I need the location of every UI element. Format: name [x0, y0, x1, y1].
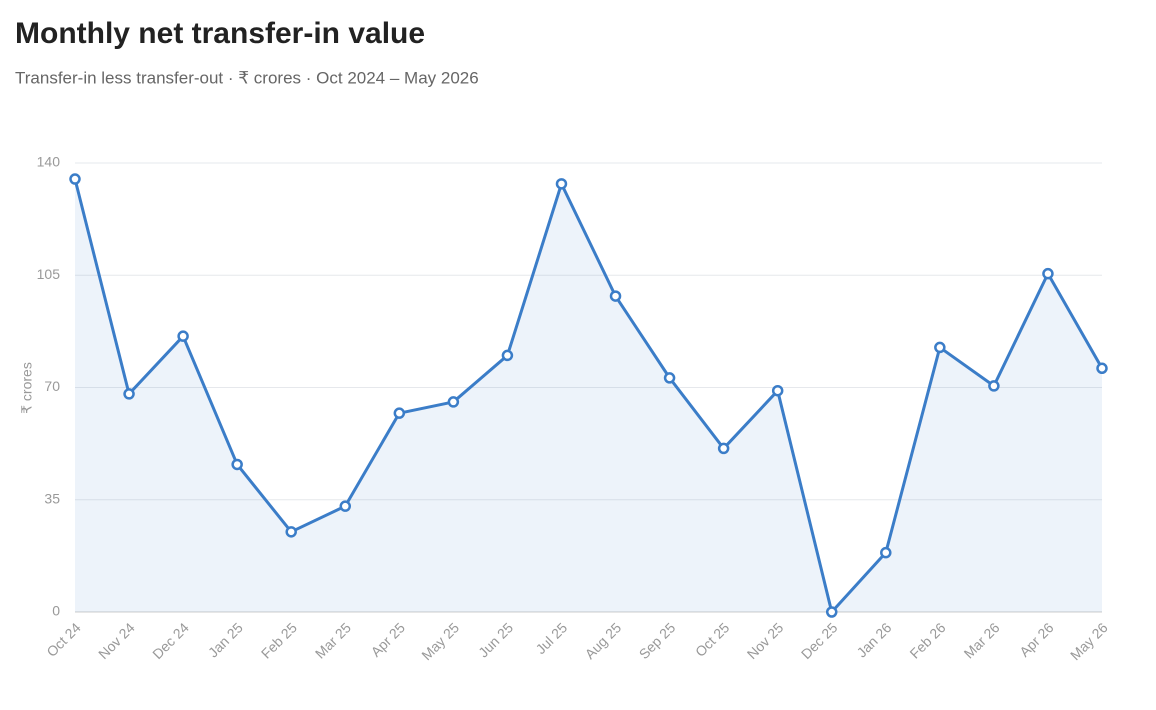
x-tick-label: May 26 — [1067, 619, 1111, 663]
point — [393, 407, 406, 419]
point — [988, 380, 1000, 392]
x-tick-label: Sep 25 — [636, 619, 679, 662]
line — [73, 178, 1104, 614]
point — [231, 458, 243, 471]
point — [1042, 267, 1054, 280]
y-tick-label: 35 — [44, 490, 60, 506]
y-tick-label: 0 — [52, 603, 60, 619]
point — [447, 396, 460, 408]
chart-title: Monthly net transfer-in value — [15, 17, 425, 50]
x-tick-label: Nov 25 — [744, 619, 787, 662]
x-tick-label: Mar 26 — [961, 619, 1003, 661]
point — [339, 500, 352, 512]
x-tick-label: Jul 25 — [532, 619, 570, 657]
point — [717, 442, 730, 455]
x-tick-label: Mar 25 — [312, 619, 354, 661]
x-tick-label: Apr 25 — [368, 619, 409, 660]
point — [555, 178, 568, 190]
x-tick-label: Dec 25 — [798, 619, 841, 662]
point — [123, 388, 135, 400]
point — [1096, 362, 1108, 375]
x-tick-label: Apr 26 — [1016, 619, 1057, 660]
x-tick-label: Jun 25 — [475, 619, 516, 660]
point — [934, 341, 946, 354]
x-tick-label: Feb 25 — [258, 619, 300, 661]
area — [75, 179, 1102, 613]
x-tick-label: Jan 25 — [205, 619, 246, 660]
point — [880, 546, 892, 559]
point — [609, 290, 622, 302]
y-tick-label: 140 — [37, 154, 61, 170]
point — [771, 384, 784, 397]
x-tick-label: Aug 25 — [582, 619, 625, 662]
x-tick-label: Jan 26 — [853, 619, 894, 660]
x-tick-label: May 25 — [418, 619, 462, 663]
y-axis-label: ₹ crores — [19, 362, 35, 414]
point — [285, 526, 297, 538]
chart-subtitle: Transfer-in less transfer-out · ₹ crores… — [15, 68, 479, 87]
point — [663, 372, 676, 384]
point — [501, 349, 514, 362]
y-tick-label: 70 — [44, 378, 60, 394]
x-tick-label: Nov 24 — [95, 619, 138, 662]
point — [825, 606, 838, 618]
point — [177, 330, 189, 342]
x-tick-label: Dec 24 — [149, 619, 192, 662]
x-tick-label: Feb 26 — [906, 619, 948, 661]
x-tick-label: Oct 24 — [43, 619, 84, 660]
y-tick-label: 105 — [37, 266, 61, 282]
point — [69, 173, 81, 185]
x-tick-label: Oct 25 — [692, 619, 733, 660]
